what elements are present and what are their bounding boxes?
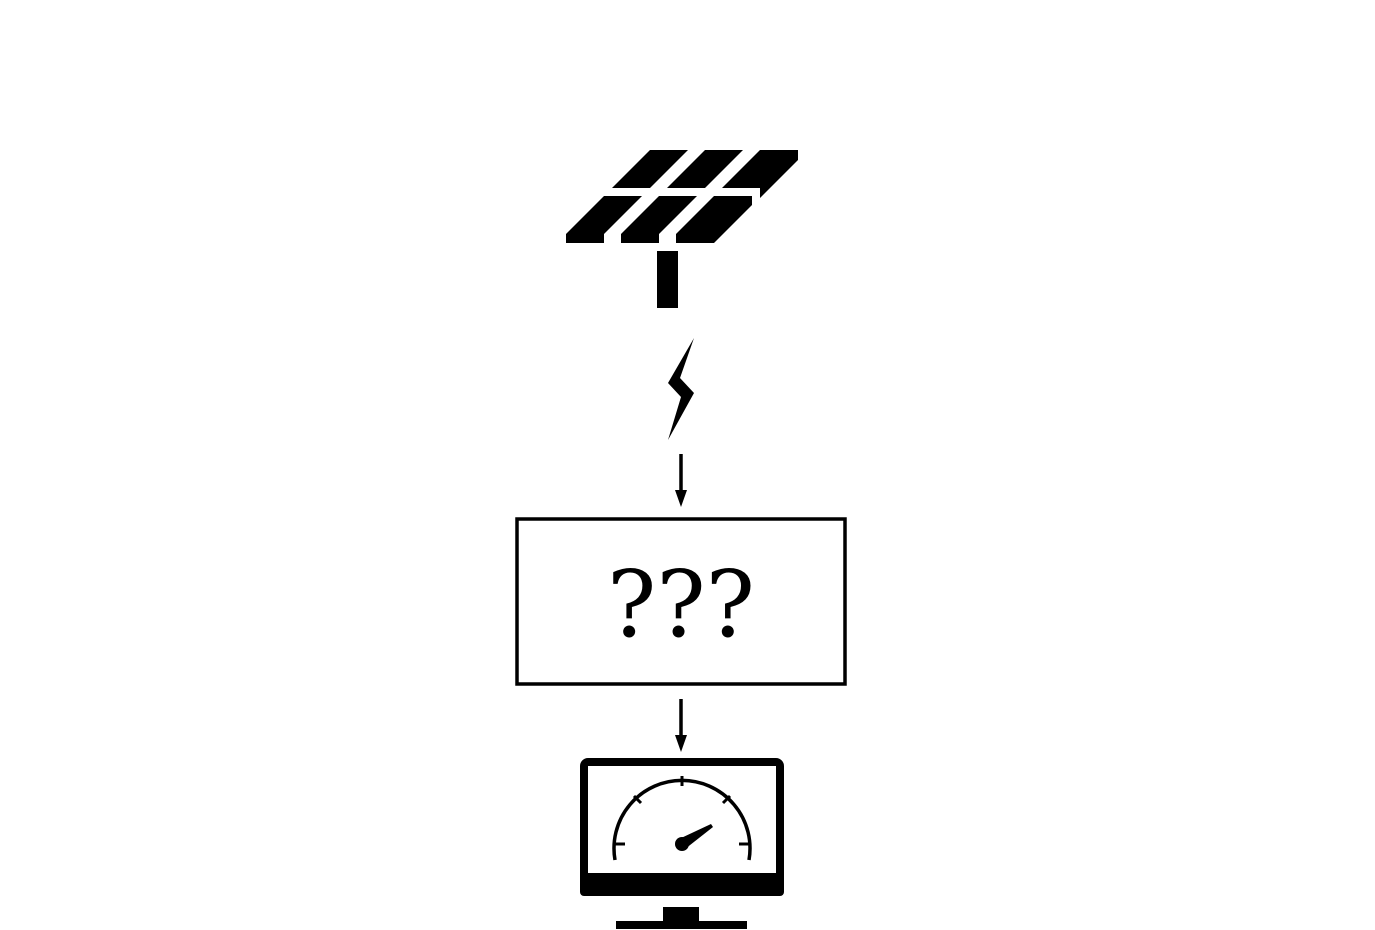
monitor-gauge-icon xyxy=(580,758,784,929)
unknown-process-node: ??? xyxy=(515,517,847,686)
arrow-to-monitor xyxy=(675,699,687,752)
process-label: ??? xyxy=(607,551,755,658)
process-box xyxy=(515,517,847,686)
lightning-bolt-icon xyxy=(668,338,694,440)
arrow-to-process xyxy=(675,454,687,507)
solar-panel-icon xyxy=(566,150,798,308)
